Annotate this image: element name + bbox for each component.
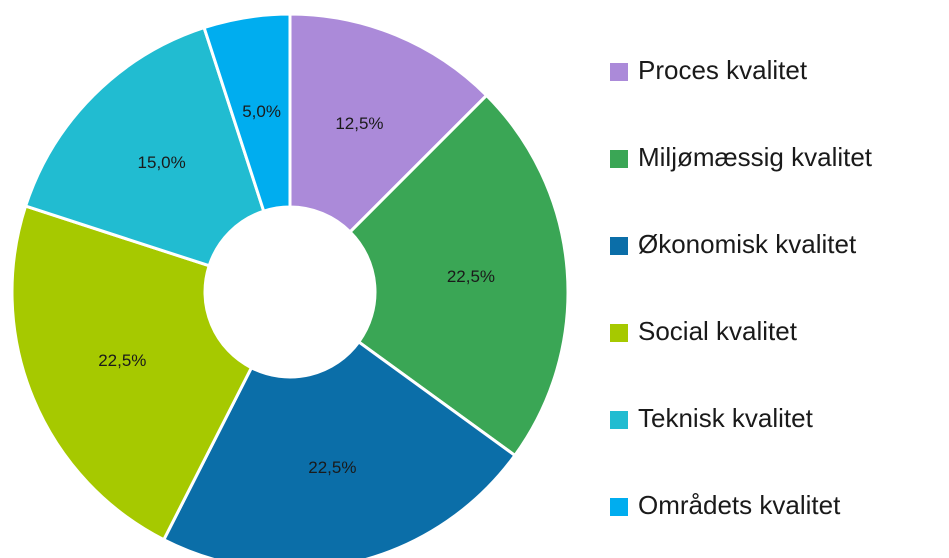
data-label: 15,0% bbox=[138, 153, 186, 172]
data-label: 22,5% bbox=[98, 351, 146, 370]
legend-label: Områdets kvalitet bbox=[638, 490, 841, 520]
legend-label: Økonomisk kvalitet bbox=[638, 229, 857, 259]
data-label: 22,5% bbox=[308, 458, 356, 477]
legend-swatch bbox=[610, 150, 628, 168]
legend-swatch bbox=[610, 324, 628, 342]
legend-swatch bbox=[610, 63, 628, 81]
legend-label: Proces kvalitet bbox=[638, 55, 808, 85]
slice bbox=[347, 93, 570, 458]
slice bbox=[161, 339, 518, 558]
data-label: 5,0% bbox=[242, 102, 281, 121]
legend-swatch bbox=[610, 498, 628, 516]
slice bbox=[202, 12, 292, 214]
legend-label: Miljømæssig kvalitet bbox=[638, 142, 873, 172]
slice bbox=[288, 12, 489, 235]
slice bbox=[10, 204, 254, 542]
slice bbox=[23, 25, 266, 268]
legend-swatch bbox=[610, 237, 628, 255]
legend-label: Teknisk kvalitet bbox=[638, 403, 814, 433]
data-label: 22,5% bbox=[447, 267, 495, 286]
legend-label: Social kvalitet bbox=[638, 316, 798, 346]
data-label: 12,5% bbox=[335, 114, 383, 133]
legend-swatch bbox=[610, 411, 628, 429]
